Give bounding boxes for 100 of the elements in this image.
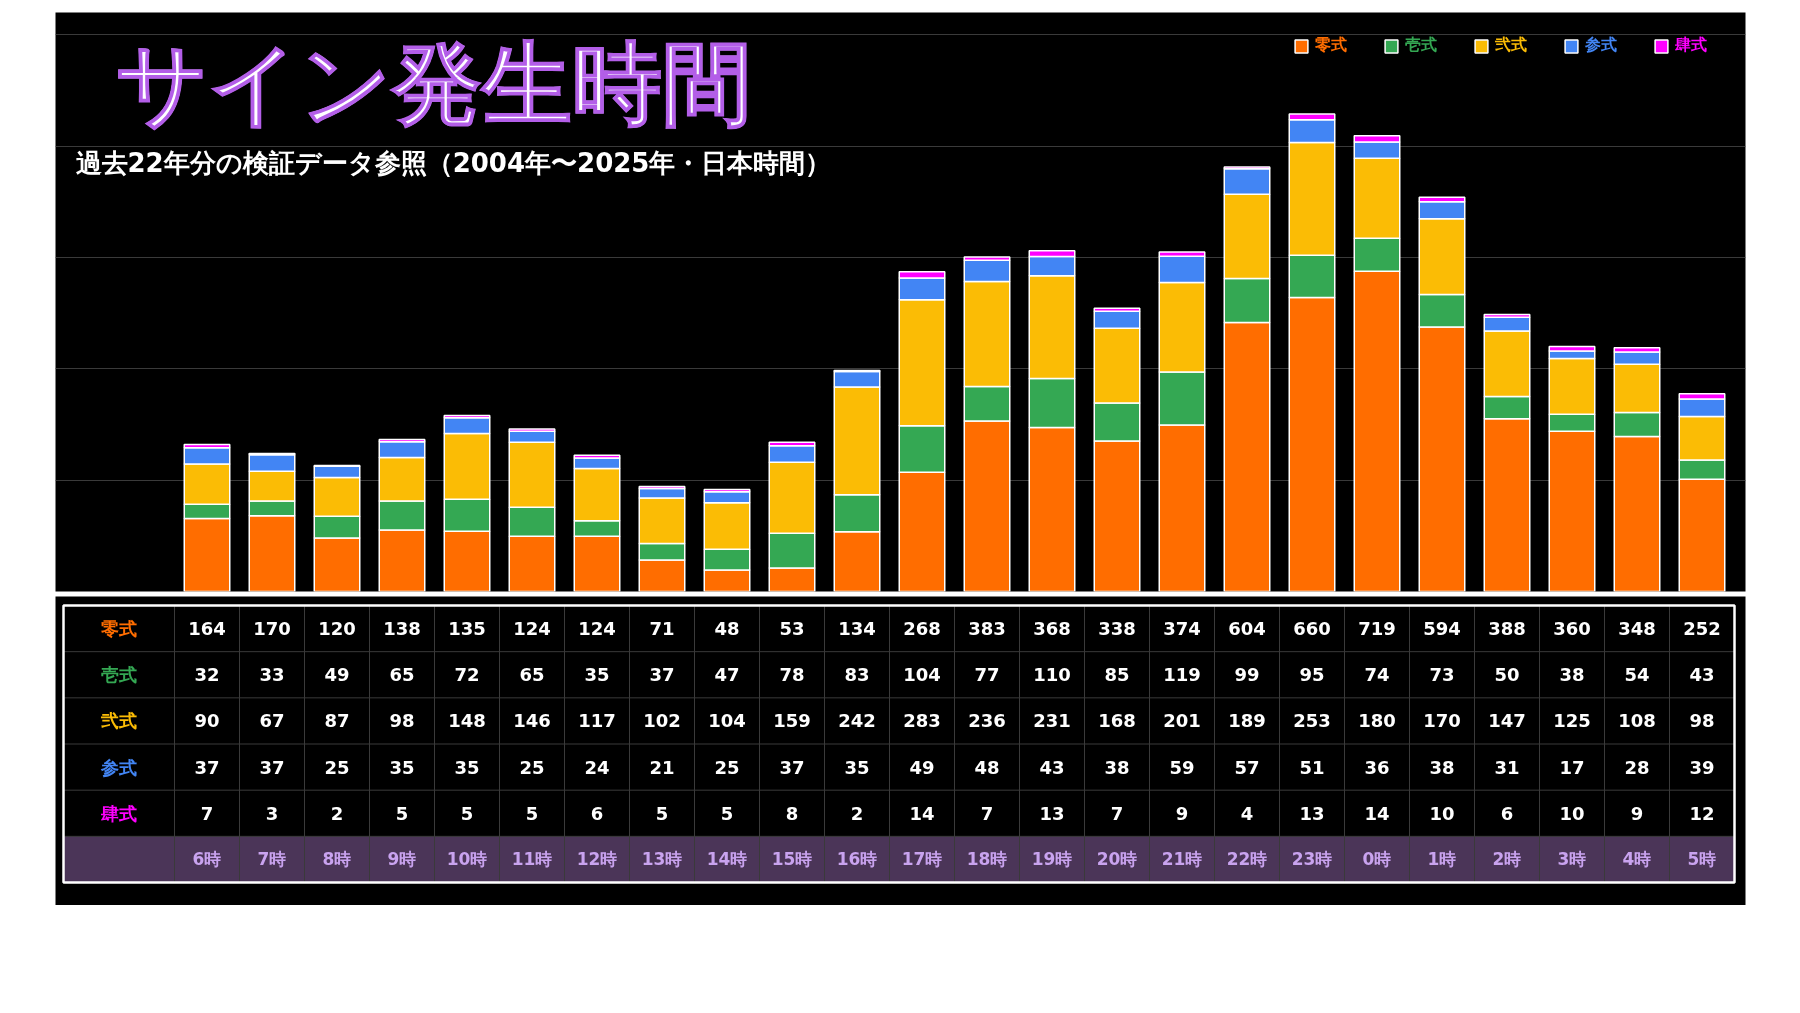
data-label: 71 [649, 618, 675, 640]
data-label: 36 [1364, 756, 1390, 778]
data-label: 90 [194, 710, 220, 732]
data-label: 48 [974, 756, 1000, 778]
data-label: 95 [1299, 664, 1325, 686]
data-label: 7 [1110, 802, 1124, 824]
data-label: 5 [525, 802, 539, 824]
data-label: 24 [584, 756, 610, 778]
data-label: 135 [448, 618, 486, 640]
data-label: 148 [448, 710, 486, 732]
data-label: 168 [1098, 710, 1136, 732]
data-label: 37 [194, 756, 220, 778]
data-label: 73 [1429, 664, 1455, 686]
data-label: 35 [584, 664, 610, 686]
data-label: 147 [1488, 710, 1526, 732]
data-label: 37 [649, 664, 675, 686]
data-label: 7 [980, 802, 994, 824]
x-tick-label: 5時 [1687, 849, 1717, 870]
data-label: 283 [903, 710, 941, 732]
data-label: 50 [1494, 664, 1520, 686]
chart-title: サイン発生時間 [115, 29, 752, 136]
data-label: 102 [643, 710, 681, 732]
data-label: 110 [1033, 664, 1071, 686]
data-label: 13 [1039, 802, 1065, 824]
data-label: 32 [194, 664, 220, 686]
x-tick-label: 1時 [1427, 849, 1457, 870]
data-label: 6 [1500, 802, 1514, 824]
text: 肆式 [101, 802, 137, 824]
data-label: 348 [1618, 618, 1656, 640]
data-label: 33 [259, 664, 285, 686]
x-tick-label: 20時 [1096, 849, 1138, 870]
data-label: 360 [1553, 618, 1591, 640]
x-tick-label: 21時 [1161, 849, 1203, 870]
data-label: 25 [714, 756, 740, 778]
x-tick-label: 12時 [576, 849, 618, 870]
data-label: 65 [389, 664, 415, 686]
data-label: 13 [1299, 802, 1325, 824]
data-label: 2 [330, 802, 344, 824]
data-label: 98 [389, 710, 415, 732]
data-label: 189 [1228, 710, 1266, 732]
data-label: 72 [454, 664, 480, 686]
data-label: 119 [1163, 664, 1201, 686]
x-tick-label: 6時 [192, 849, 222, 870]
x-tick-label: 17時 [901, 849, 943, 870]
x-tick-label: 13時 [641, 849, 683, 870]
data-label: 25 [519, 756, 545, 778]
data-label: 170 [1423, 710, 1461, 732]
data-label: 35 [844, 756, 870, 778]
data-label: 99 [1234, 664, 1260, 686]
text: 壱式 [101, 664, 137, 686]
data-label: 37 [259, 756, 285, 778]
data-label: 39 [1689, 756, 1715, 778]
data-label: 124 [513, 618, 551, 640]
data-label: 201 [1163, 710, 1201, 732]
x-tick-label: 3時 [1557, 849, 1587, 870]
x-tick-label: 0時 [1362, 849, 1392, 870]
data-label: 37 [779, 756, 805, 778]
data-label: 87 [324, 710, 350, 732]
data-label: 48 [714, 618, 740, 640]
data-label: 49 [324, 664, 350, 686]
data-label: 388 [1488, 618, 1526, 640]
data-label: 180 [1358, 710, 1396, 732]
data-label: 38 [1559, 664, 1585, 686]
data-label: 28 [1624, 756, 1650, 778]
data-label: 9 [1175, 802, 1189, 824]
data-label: 14 [1364, 802, 1390, 824]
data-label: 53 [779, 618, 805, 640]
data-label: 604 [1228, 618, 1266, 640]
x-tick-label: 16時 [836, 849, 878, 870]
data-label: 35 [389, 756, 415, 778]
text: 零式 [101, 618, 137, 640]
data-label: 5 [720, 802, 734, 824]
data-label: 108 [1618, 710, 1656, 732]
data-label: 594 [1423, 618, 1461, 640]
data-label: 35 [454, 756, 480, 778]
data-label: 159 [773, 710, 811, 732]
data-label: 374 [1163, 618, 1201, 640]
data-label: 236 [968, 710, 1006, 732]
x-tick-label: 23時 [1291, 849, 1333, 870]
data-label: 120 [318, 618, 356, 640]
data-label: 51 [1299, 756, 1325, 778]
data-label: 104 [903, 664, 941, 686]
data-label: 253 [1293, 710, 1331, 732]
x-tick-label: 10時 [446, 849, 488, 870]
text: 弐式 [101, 710, 137, 732]
data-label: 47 [714, 664, 740, 686]
data-label: 125 [1553, 710, 1591, 732]
x-tick-label: 2時 [1492, 849, 1522, 870]
data-label: 10 [1559, 802, 1585, 824]
data-label: 719 [1358, 618, 1396, 640]
data-label: 104 [708, 710, 746, 732]
data-label: 17 [1559, 756, 1585, 778]
data-label: 5 [395, 802, 409, 824]
data-label: 77 [974, 664, 1000, 686]
x-tick-label: 11時 [511, 849, 553, 870]
data-label: 6 [590, 802, 604, 824]
data-label: 7 [200, 802, 214, 824]
data-label: 38 [1104, 756, 1130, 778]
data-label: 170 [253, 618, 291, 640]
data-label: 660 [1293, 618, 1331, 640]
